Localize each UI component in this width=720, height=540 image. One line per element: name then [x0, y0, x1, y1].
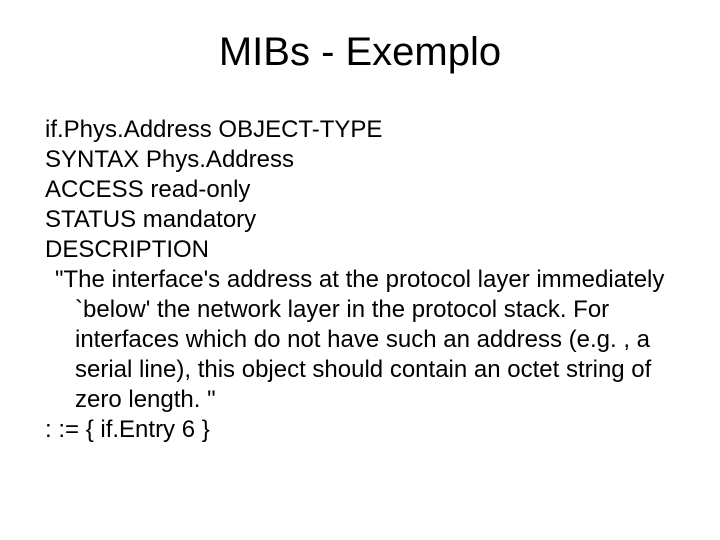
mib-line-4: STATUS mandatory	[45, 205, 675, 235]
slide: MIBs - Exemplo if.Phys.Address OBJECT-TY…	[0, 0, 720, 540]
slide-body: if.Phys.Address OBJECT-TYPE SYNTAX Phys.…	[45, 115, 675, 445]
mib-description-text: "The interface's address at the protocol…	[45, 265, 675, 415]
mib-line-1: if.Phys.Address OBJECT-TYPE	[45, 115, 675, 145]
slide-title: MIBs - Exemplo	[45, 30, 675, 75]
mib-line-5: DESCRIPTION	[45, 235, 675, 265]
mib-line-2: SYNTAX Phys.Address	[45, 145, 675, 175]
mib-line-3: ACCESS read-only	[45, 175, 675, 205]
mib-line-7: : := { if.Entry 6 }	[45, 415, 675, 445]
